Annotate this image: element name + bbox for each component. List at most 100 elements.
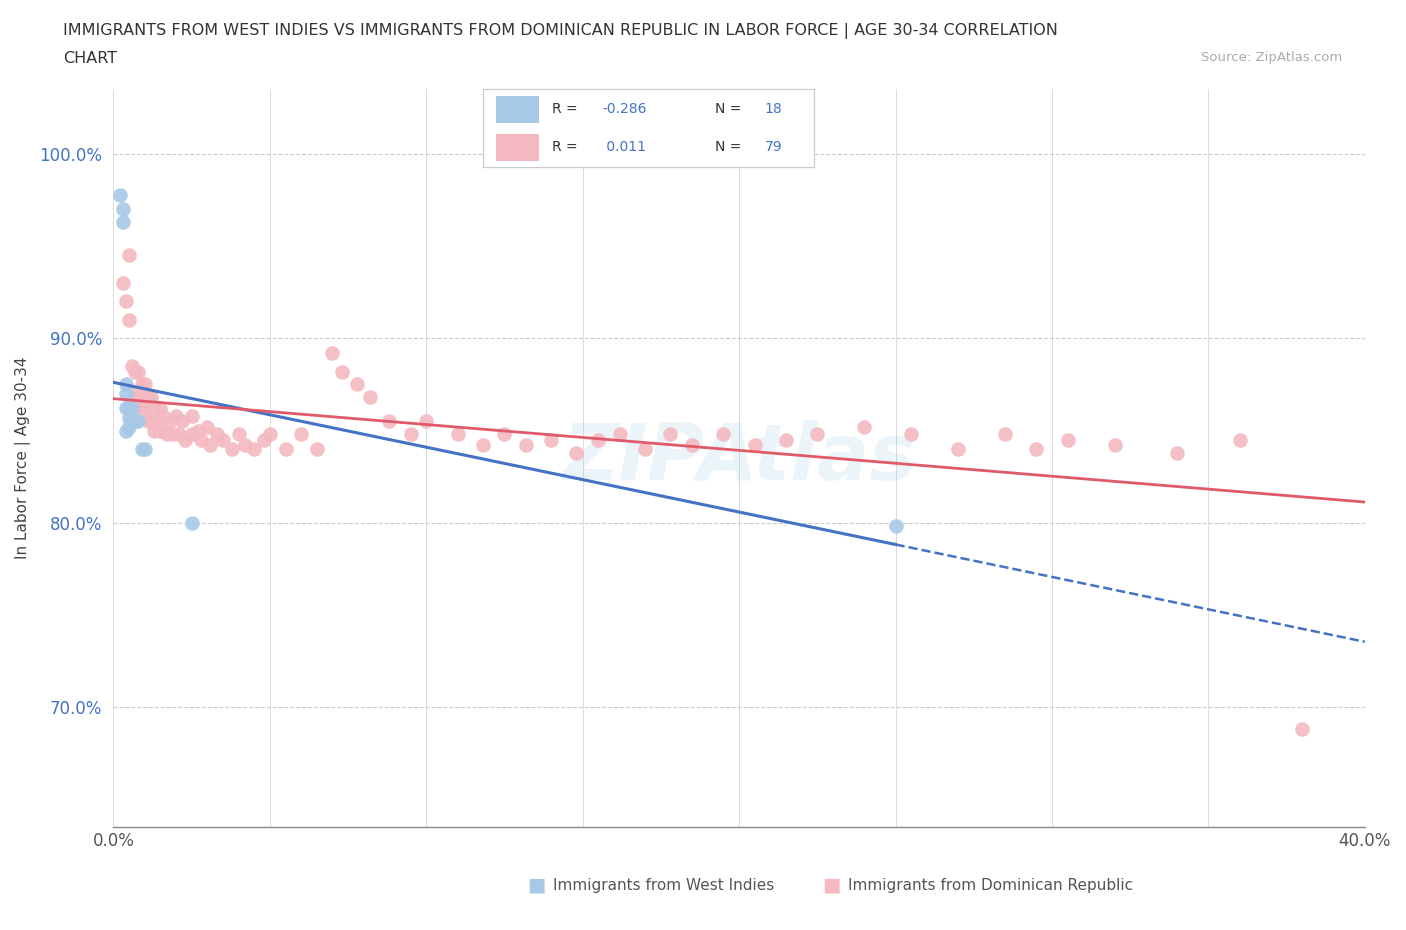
Point [127, 414, 149, 429]
Point [775, 432, 797, 447]
Point [588, 432, 610, 447]
Text: Immigrants from West Indies: Immigrants from West Indies [553, 878, 773, 893]
Point [565, 445, 588, 460]
Point [111, 202, 134, 217]
Point [321, 346, 343, 361]
Point [118, 248, 141, 263]
Point [806, 427, 828, 442]
Point [330, 365, 353, 379]
Point [359, 390, 381, 405]
Point [659, 427, 682, 442]
Point [200, 438, 222, 453]
Point [146, 414, 169, 429]
Point [399, 427, 422, 442]
Point [131, 442, 153, 457]
Point [228, 427, 250, 442]
Point [377, 414, 399, 429]
Point [139, 390, 162, 405]
Point [1166, 445, 1188, 460]
Point [884, 519, 907, 534]
Point [187, 423, 209, 438]
Point [136, 414, 159, 429]
Point [274, 442, 297, 457]
Point [115, 294, 138, 309]
Point [305, 442, 328, 457]
Y-axis label: In Labor Force | Age 30-34: In Labor Force | Age 30-34 [15, 357, 31, 560]
Point [681, 438, 703, 453]
Point [111, 215, 134, 230]
Point [1104, 438, 1126, 453]
Point [124, 414, 146, 429]
Point [540, 432, 562, 447]
Point [167, 427, 190, 442]
Point [121, 414, 143, 429]
Point [149, 423, 172, 438]
Point [994, 427, 1017, 442]
Point [174, 432, 197, 447]
Text: Immigrants from Dominican Republic: Immigrants from Dominican Republic [848, 878, 1133, 893]
Point [118, 419, 141, 434]
Point [162, 427, 184, 442]
Point [121, 359, 143, 374]
Point [131, 377, 153, 392]
Point [252, 432, 274, 447]
Point [134, 401, 156, 416]
Point [159, 414, 181, 429]
Point [180, 515, 202, 530]
Point [744, 438, 766, 453]
Point [134, 442, 156, 457]
Point [205, 427, 228, 442]
Point [118, 410, 141, 425]
Text: CHART: CHART [63, 51, 117, 66]
Text: IMMIGRANTS FROM WEST INDIES VS IMMIGRANTS FROM DOMINICAN REPUBLIC IN LABOR FORCE: IMMIGRANTS FROM WEST INDIES VS IMMIGRANT… [63, 23, 1059, 39]
Point [111, 275, 134, 290]
Point [124, 365, 146, 379]
Point [259, 427, 281, 442]
Point [149, 401, 172, 416]
Point [139, 414, 162, 429]
Point [609, 427, 631, 442]
Point [180, 427, 202, 442]
Point [853, 419, 876, 434]
Point [115, 386, 138, 401]
Point [172, 414, 194, 429]
Point [108, 187, 131, 202]
Point [494, 427, 516, 442]
Point [115, 423, 138, 438]
Point [946, 442, 969, 457]
Point [634, 442, 657, 457]
Point [136, 390, 159, 405]
Point [713, 427, 735, 442]
Point [165, 408, 187, 423]
Point [134, 377, 156, 392]
Point [290, 427, 312, 442]
Point [180, 408, 202, 423]
Point [446, 427, 468, 442]
Point [1229, 432, 1251, 447]
Point [115, 401, 138, 416]
Point [900, 427, 922, 442]
Point [1056, 432, 1078, 447]
Point [127, 390, 149, 405]
Point [121, 401, 143, 416]
Text: ■: ■ [527, 876, 546, 895]
Point [243, 442, 266, 457]
Point [212, 432, 235, 447]
Point [515, 438, 537, 453]
Point [143, 423, 166, 438]
Point [1291, 722, 1313, 737]
Point [143, 401, 166, 416]
Point [124, 386, 146, 401]
Point [1025, 442, 1047, 457]
Point [156, 427, 179, 442]
Point [131, 401, 153, 416]
Point [195, 419, 218, 434]
Point [127, 365, 149, 379]
Point [415, 414, 437, 429]
Text: ■: ■ [823, 876, 841, 895]
Text: Source: ZipAtlas.com: Source: ZipAtlas.com [1202, 51, 1343, 64]
Point [118, 312, 141, 327]
Point [152, 408, 174, 423]
Text: ZIPAtlas: ZIPAtlas [562, 420, 915, 497]
Point [221, 442, 243, 457]
